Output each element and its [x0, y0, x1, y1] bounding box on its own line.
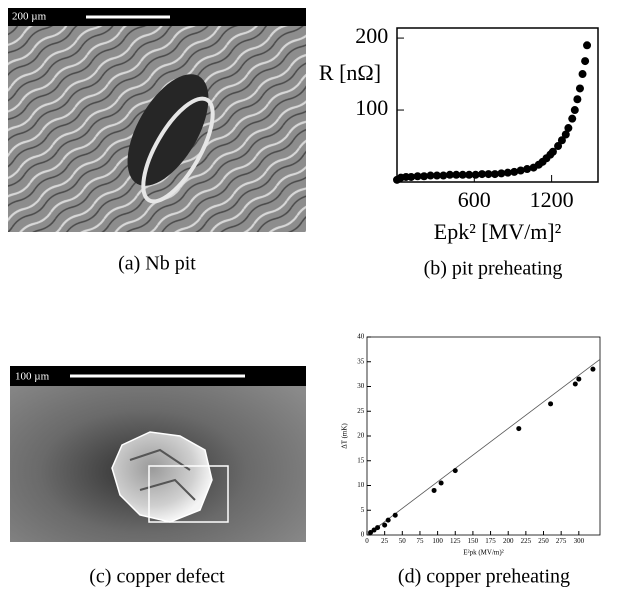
x-tick-label: 175 [485, 537, 496, 545]
caption: (b) pit preheating [424, 258, 563, 280]
y-tick-label: 15 [357, 456, 365, 464]
data-point [573, 95, 581, 103]
caption: (c) copper defect [89, 566, 225, 588]
data-point [453, 468, 458, 473]
x-tick-label: 200 [503, 537, 514, 545]
x-tick-label: 0 [365, 537, 369, 545]
y-tick-label: 20 [357, 432, 365, 440]
data-point [439, 481, 444, 486]
data-point [548, 401, 553, 406]
figure: 200 µm (a) Nb pit 100 µm (c) copper defe… [0, 0, 617, 590]
caption: (d) copper preheating [398, 566, 570, 588]
data-point [583, 41, 591, 49]
data-point [375, 525, 380, 530]
y-axis-label: ΔT (mK) [341, 423, 349, 449]
data-point [590, 367, 595, 372]
data-point [386, 518, 391, 523]
x-tick-label: 100 [432, 537, 443, 545]
image-a: 200 µm [8, 8, 306, 232]
x-tick-label: 25 [381, 537, 389, 545]
x-tick-label: 150 [468, 537, 479, 545]
data-point [579, 70, 587, 78]
y-tick-label: 40 [357, 333, 365, 341]
y-tick-label: 35 [357, 357, 365, 365]
y-tick-label: 10 [357, 481, 365, 489]
data-point [571, 106, 579, 114]
data-point [393, 513, 398, 518]
y-axis-label: R [nΩ] [319, 60, 381, 85]
data-point [576, 377, 581, 382]
y-tick-label: 200 [355, 23, 388, 48]
x-tick-label: 125 [450, 537, 461, 545]
x-axis-label: Epk² [MV/m]² [434, 219, 562, 244]
y-tick-label: 5 [361, 506, 365, 514]
x-tick-label: 275 [556, 537, 567, 545]
y-tick-label: 0 [361, 531, 365, 539]
scale-label: 200 µm [12, 11, 47, 23]
x-tick-label: 225 [521, 537, 532, 545]
x-tick-label: 50 [399, 537, 407, 545]
y-tick-label: 30 [357, 382, 365, 390]
x-tick-label: 75 [416, 537, 424, 545]
fit-line [367, 359, 600, 535]
image-c: 100 µm [10, 366, 306, 542]
data-point [581, 57, 589, 65]
plot-frame [367, 337, 600, 535]
x-axis-label: E²pk (MV/m)² [463, 549, 504, 557]
x-tick-label: 600 [458, 187, 491, 212]
x-tick-label: 300 [574, 537, 585, 545]
y-tick-label: 25 [357, 407, 365, 415]
caption: (a) Nb pit [118, 253, 196, 275]
data-point [568, 115, 576, 123]
x-tick-label: 250 [538, 537, 549, 545]
data-point [576, 84, 584, 92]
data-point [382, 523, 387, 528]
data-point [432, 488, 437, 493]
y-tick-label: 100 [355, 95, 388, 120]
data-point [573, 382, 578, 387]
data-point [564, 124, 572, 132]
page: 200 µm (a) Nb pit 100 µm (c) copper defe… [0, 0, 617, 595]
scale-label: 100 µm [15, 371, 50, 383]
data-point [516, 426, 521, 431]
plot-frame [397, 28, 598, 182]
x-tick-label: 1200 [530, 187, 574, 212]
